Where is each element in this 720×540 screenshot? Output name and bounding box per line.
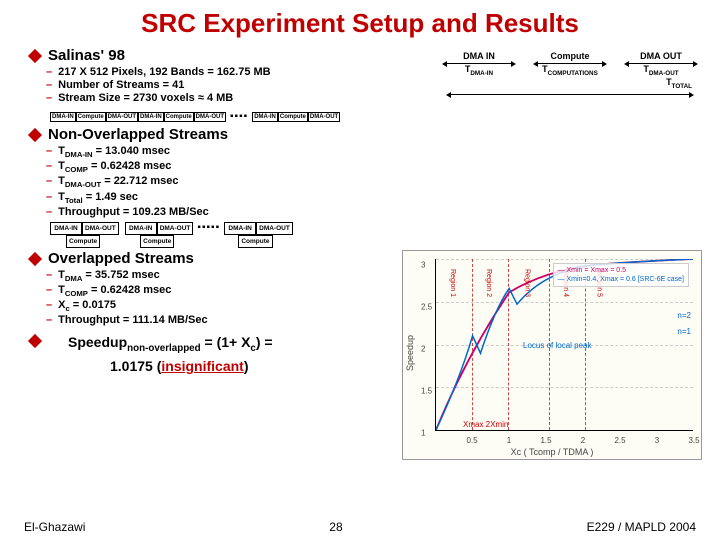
footer-left: El-Ghazawi bbox=[24, 520, 85, 534]
pipe-box: DMA-IN bbox=[252, 112, 278, 122]
chart-annotation: Xmax 2Xmin bbox=[463, 420, 508, 429]
ytick: 3 bbox=[421, 261, 425, 270]
xtick: 2 bbox=[581, 436, 585, 445]
overlapped-pipe: DMA-IN DMA-OUT DMA-IN DMA-OUT ▪▪▪▪▪ DMA-… bbox=[50, 222, 700, 248]
ov-box: DMA-OUT bbox=[256, 222, 293, 235]
speedup-formula: Speedupnon-overlapped = (1+ Xc) = bbox=[68, 334, 273, 354]
diamond-icon bbox=[28, 252, 42, 266]
footer-center: 28 bbox=[329, 520, 342, 534]
chart-legend: — Xmin = Xmax = 0.5 — Xmin=0.4, Xmax = 0… bbox=[553, 263, 689, 287]
xtick: 1 bbox=[507, 436, 511, 445]
diamond-icon bbox=[28, 49, 42, 63]
t-sub: TDMA-IN bbox=[440, 64, 518, 77]
sub-text: TDMA = 35.752 msec bbox=[58, 269, 160, 283]
ov-box: DMA-OUT bbox=[157, 222, 194, 235]
sub-item: –TDMA-OUT = 22.712 msec bbox=[30, 175, 700, 189]
ov-box: Compute bbox=[238, 235, 272, 248]
sub-item: –TCOMP = 0.62428 msec bbox=[30, 160, 700, 174]
xtick: 3.5 bbox=[688, 436, 699, 445]
sub-text: Throughput = 109.23 MB/Sec bbox=[58, 206, 209, 218]
sub-item: –TTotal = 1.49 sec bbox=[30, 191, 700, 205]
sub-text: 217 X 512 Pixels, 192 Bands = 162.75 MB bbox=[58, 66, 271, 78]
sub-text: TCOMP = 0.62428 msec bbox=[58, 160, 171, 174]
non-overlapped-pipe: DMA-IN Compute DMA-OUT DMA-IN Compute DM… bbox=[50, 111, 700, 122]
speedup-chart: Speedup Xc ( Tcomp / TDMA ) 1 1.5 2 2.5 … bbox=[402, 250, 702, 460]
sub-item: –Number of Streams = 41 bbox=[30, 79, 440, 91]
ytick: 2 bbox=[421, 345, 425, 354]
chart-ylabel: Speedup bbox=[405, 335, 415, 371]
ytick: 2.5 bbox=[421, 303, 432, 312]
ov-box: Compute bbox=[66, 235, 100, 248]
diamond-icon bbox=[28, 128, 42, 142]
ytick: 1.5 bbox=[421, 387, 432, 396]
pipe-box: DMA-OUT bbox=[308, 112, 340, 122]
overlapped-header: Overlapped Streams bbox=[48, 250, 194, 267]
n-label: n=2 bbox=[677, 311, 691, 320]
sub-item: –217 X 512 Pixels, 192 Bands = 162.75 MB bbox=[30, 66, 440, 78]
salinas-header: Salinas' 98 bbox=[48, 47, 125, 64]
t-label: DMA OUT bbox=[622, 51, 700, 61]
ov-box: DMA-IN bbox=[125, 222, 157, 235]
n-label: n=1 bbox=[677, 327, 691, 336]
t-label: Compute bbox=[531, 51, 609, 61]
pipe-box: Compute bbox=[278, 112, 308, 122]
slide-footer: El-Ghazawi 28 E229 / MAPLD 2004 bbox=[0, 520, 720, 534]
ov-box: DMA-IN bbox=[50, 222, 82, 235]
t-box-dmaout: DMA OUT TDMA-OUT bbox=[622, 51, 700, 77]
pipe-box: Compute bbox=[164, 112, 194, 122]
bullet-salinas: Salinas' 98 bbox=[30, 47, 440, 64]
pipe-box: DMA-OUT bbox=[194, 112, 226, 122]
ytick: 1 bbox=[421, 429, 425, 438]
ov-box: DMA-OUT bbox=[82, 222, 119, 235]
sub-text: Number of Streams = 41 bbox=[58, 79, 184, 91]
dots-icon: ▪▪▪▪ bbox=[226, 111, 252, 122]
ov-box: DMA-IN bbox=[224, 222, 256, 235]
t-box-compute: Compute TCOMPUTATIONS bbox=[531, 51, 609, 77]
dots-icon: ▪▪▪▪▪ bbox=[193, 222, 224, 235]
region-label: Region 1 bbox=[449, 269, 456, 297]
t-label: DMA IN bbox=[440, 51, 518, 61]
t-sub: TDMA-OUT bbox=[622, 64, 700, 77]
sub-text: TCOMP = 0.62428 msec bbox=[58, 284, 171, 298]
t-box-dmain: DMA IN TDMA-IN bbox=[440, 51, 518, 77]
pipe-box: Compute bbox=[76, 112, 106, 122]
sub-item: –Stream Size = 2730 voxels ≈ 4 MB bbox=[30, 92, 440, 104]
bullet-nonoverlapped: Non-Overlapped Streams bbox=[30, 126, 700, 143]
chart-annotation: Locus of local peak bbox=[523, 341, 592, 350]
t-total: TTOTAL bbox=[440, 77, 700, 90]
region-label: Region 3 bbox=[523, 269, 530, 297]
region-label: Region 2 bbox=[485, 269, 492, 297]
ov-box: Compute bbox=[140, 235, 174, 248]
sub-text: TDMA-IN = 13.040 msec bbox=[58, 145, 170, 159]
chart-xlabel: Xc ( Tcomp / TDMA ) bbox=[511, 447, 594, 457]
diamond-icon bbox=[28, 334, 42, 348]
nonoverlapped-header: Non-Overlapped Streams bbox=[48, 126, 228, 143]
pipe-box: DMA-IN bbox=[50, 112, 76, 122]
sub-text: TTotal = 1.49 sec bbox=[58, 191, 138, 205]
sub-item: –TDMA-IN = 13.040 msec bbox=[30, 145, 700, 159]
slide-title: SRC Experiment Setup and Results bbox=[0, 0, 720, 45]
sub-text: TDMA-OUT = 22.712 msec bbox=[58, 175, 178, 189]
xtick: 0.5 bbox=[466, 436, 477, 445]
footer-right: E229 / MAPLD 2004 bbox=[587, 520, 696, 534]
sub-text: Stream Size = 2730 voxels ≈ 4 MB bbox=[58, 92, 233, 104]
pipe-box: DMA-IN bbox=[138, 112, 164, 122]
xtick: 2.5 bbox=[614, 436, 625, 445]
sub-item: –Throughput = 109.23 MB/Sec bbox=[30, 206, 700, 218]
xtick: 1.5 bbox=[540, 436, 551, 445]
sub-text: Throughput = 111.14 MB/Sec bbox=[58, 314, 207, 326]
t-sub: TCOMPUTATIONS bbox=[531, 64, 609, 77]
pipe-box: DMA-OUT bbox=[106, 112, 138, 122]
timing-diagram: DMA IN TDMA-IN Compute TCOMPUTATIONS DMA… bbox=[440, 45, 700, 95]
sub-text: Xc = 0.0175 bbox=[58, 299, 116, 313]
xtick: 3 bbox=[655, 436, 659, 445]
